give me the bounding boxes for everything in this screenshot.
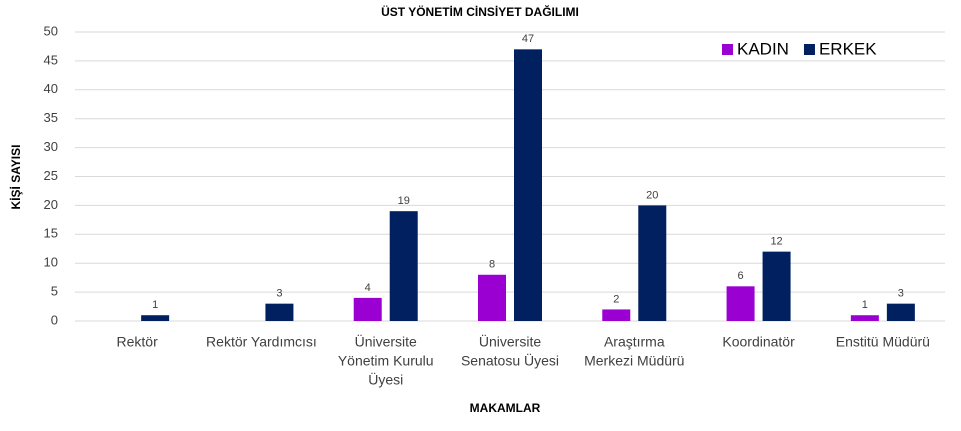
data-label: 12 xyxy=(770,236,782,248)
bar xyxy=(762,251,791,321)
x-axis-title: MAKAMLAR xyxy=(470,401,541,415)
bar xyxy=(389,211,418,321)
x-tick-label: Araştırma xyxy=(604,334,665,350)
x-tick-label: Üyesi xyxy=(368,371,403,388)
y-axis-title: KİŞİ SAYISI xyxy=(8,145,23,210)
y-tick-label: 45 xyxy=(44,52,58,67)
y-tick-label: 5 xyxy=(51,284,58,299)
data-label: 4 xyxy=(365,282,371,294)
legend-label: KADIN xyxy=(737,39,789,58)
x-tick-label: Enstitü Müdürü xyxy=(836,334,930,350)
x-tick-label: Rektör Yardımcısı xyxy=(206,334,317,350)
x-tick-label: Koordinatör xyxy=(722,334,795,350)
x-tick-label: Yönetim Kurulu xyxy=(338,353,434,369)
data-label: 3 xyxy=(898,288,904,300)
x-tick-label: Üniversite xyxy=(479,333,541,350)
legend-swatch xyxy=(803,44,815,55)
y-tick-label: 30 xyxy=(44,139,58,154)
x-tick-label: Senatosu Üyesi xyxy=(461,352,559,369)
y-tick-label: 35 xyxy=(44,110,58,125)
bar xyxy=(514,49,542,322)
data-label: 1 xyxy=(862,299,868,311)
legend-swatch xyxy=(722,44,733,55)
y-tick-label: 15 xyxy=(44,226,58,241)
y-tick-label: 0 xyxy=(51,312,58,327)
y-tick-label: 10 xyxy=(44,255,58,270)
legend-label: ERKEK xyxy=(819,39,877,58)
y-tick-label: 40 xyxy=(44,81,58,96)
bar xyxy=(602,309,631,321)
chart-title: ÜST YÖNETİM CİNSİYET DAĞILIMI xyxy=(381,4,579,19)
data-label: 19 xyxy=(398,195,410,207)
bar xyxy=(141,315,170,321)
data-label: 1 xyxy=(152,299,158,311)
data-label: 3 xyxy=(276,288,282,300)
y-tick-label: 50 xyxy=(44,23,58,38)
x-tick-label: Üniversite xyxy=(355,333,417,350)
data-label: 20 xyxy=(646,189,658,201)
bar xyxy=(726,286,755,321)
x-tick-label: Merkezi Müdürü xyxy=(584,353,684,369)
bar xyxy=(265,303,294,321)
y-tick-label: 25 xyxy=(44,168,58,183)
data-label: 6 xyxy=(738,270,744,282)
bar xyxy=(638,205,667,321)
data-label: 47 xyxy=(522,33,534,45)
bar xyxy=(353,297,382,321)
data-label: 8 xyxy=(489,259,495,271)
data-label: 2 xyxy=(613,293,619,305)
x-tick-label: Rektör xyxy=(117,334,159,350)
bar xyxy=(478,274,506,321)
bar xyxy=(850,315,879,321)
bar xyxy=(886,303,915,321)
y-tick-label: 20 xyxy=(44,197,58,212)
